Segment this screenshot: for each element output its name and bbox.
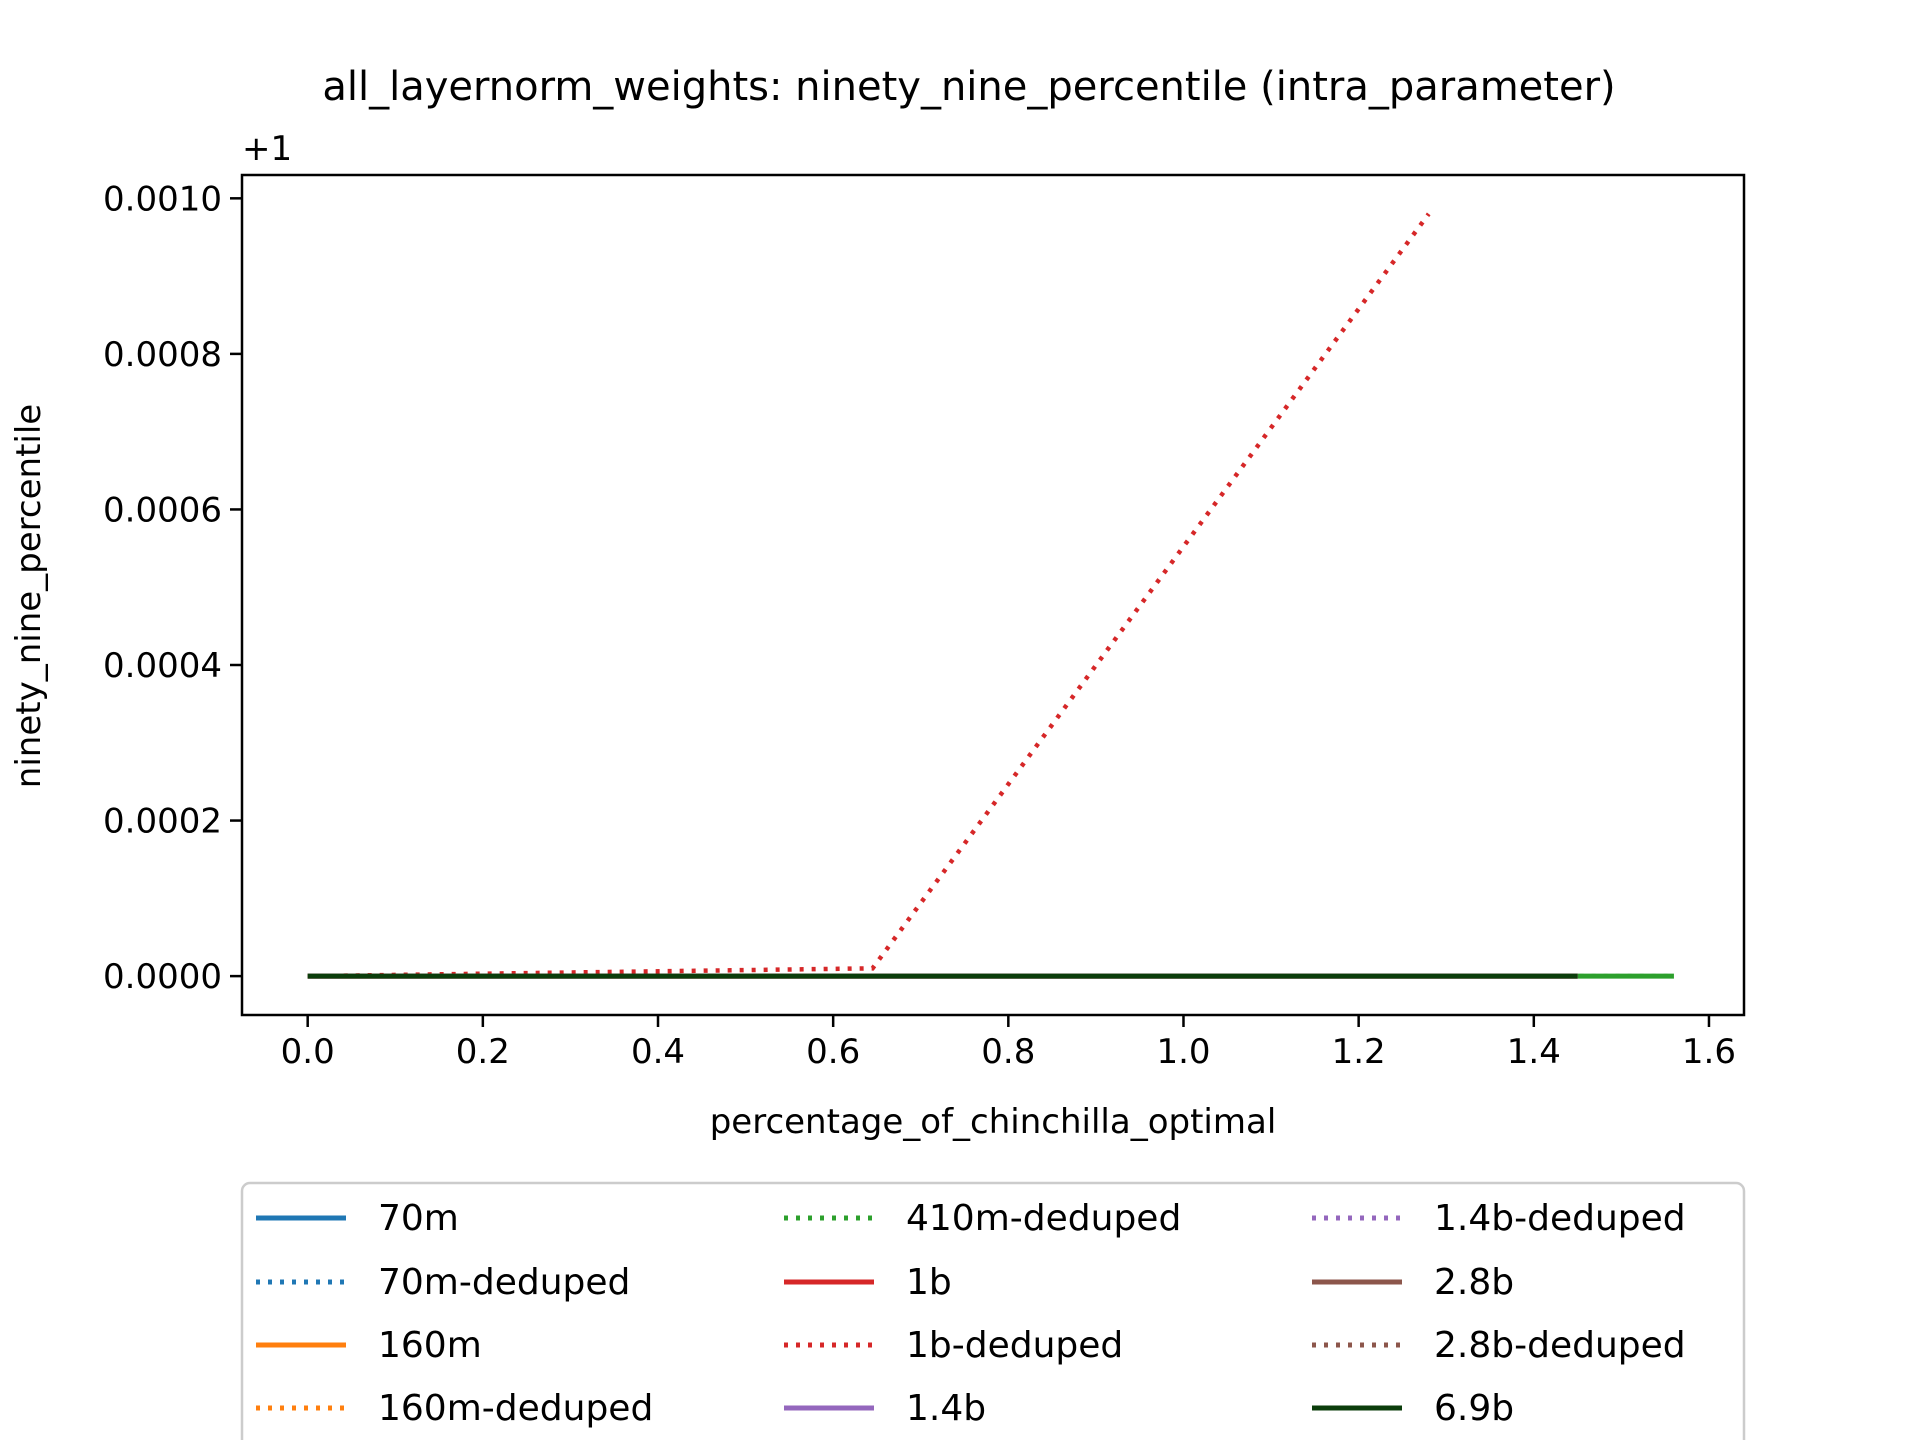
legend-label: 6.9b — [1434, 1388, 1514, 1429]
x-tick-label: 1.6 — [1682, 1032, 1736, 1072]
legend-label: 70m-deduped — [378, 1262, 630, 1303]
legend-label: 70m — [378, 1198, 459, 1239]
legend-frame — [240, 1181, 1746, 1440]
x-tick-label: 0.4 — [631, 1032, 685, 1072]
series-layer — [307, 212, 1674, 979]
x-tick-label: 0.0 — [281, 1032, 335, 1072]
x-tick-label: 1.4 — [1507, 1032, 1561, 1072]
y-axis-label: ninety_nine_percentile — [9, 404, 49, 788]
y-offset-label: +1 — [242, 129, 292, 169]
legend-label: 1.4b — [906, 1388, 986, 1429]
y-tick-label: 0.0002 — [103, 802, 222, 842]
x-tick-label: 1.2 — [1332, 1032, 1386, 1072]
chart-title: all_layernorm_weights: ninety_nine_perce… — [322, 64, 1615, 110]
y-tick-label: 0.0004 — [103, 646, 222, 686]
legend-label: 410m-deduped — [906, 1198, 1181, 1239]
x-tick-label: 1.0 — [1156, 1032, 1210, 1072]
x-tick-label: 0.2 — [456, 1032, 510, 1072]
legend-label: 160m — [378, 1325, 482, 1366]
legend: 70m 70m-deduped 160m 160m-deduped 410m-dedup… — [240, 1181, 1746, 1440]
x-tick-label: 0.6 — [806, 1032, 860, 1072]
legend-label: 2.8b-deduped — [1434, 1325, 1686, 1366]
x-tick-label: 0.8 — [981, 1032, 1035, 1072]
x-ticks: 0.0 0.2 0.4 0.6 0.8 1.0 1.2 1.4 1.6 — [281, 1015, 1736, 1072]
legend-label: 160m-deduped — [378, 1388, 653, 1429]
legend-label: 1b-deduped — [906, 1325, 1123, 1366]
legend-label: 1b — [906, 1262, 952, 1303]
y-tick-label: 0.0006 — [103, 490, 222, 530]
y-tick-label: 0.0000 — [103, 957, 222, 997]
y-tick-label: 0.0008 — [103, 335, 222, 375]
y-ticks: 0.0000 0.0002 0.0004 0.0006 0.0008 0.0010 — [103, 179, 242, 997]
series-line-1b-deduped — [307, 212, 1431, 979]
x-axis-label: percentage_of_chinchilla_optimal — [710, 1102, 1277, 1142]
legend-label: 2.8b — [1434, 1262, 1514, 1303]
legend-label: 1.4b-deduped — [1434, 1198, 1686, 1239]
y-tick-label: 0.0010 — [103, 179, 222, 219]
plot-frame — [240, 173, 1746, 1017]
